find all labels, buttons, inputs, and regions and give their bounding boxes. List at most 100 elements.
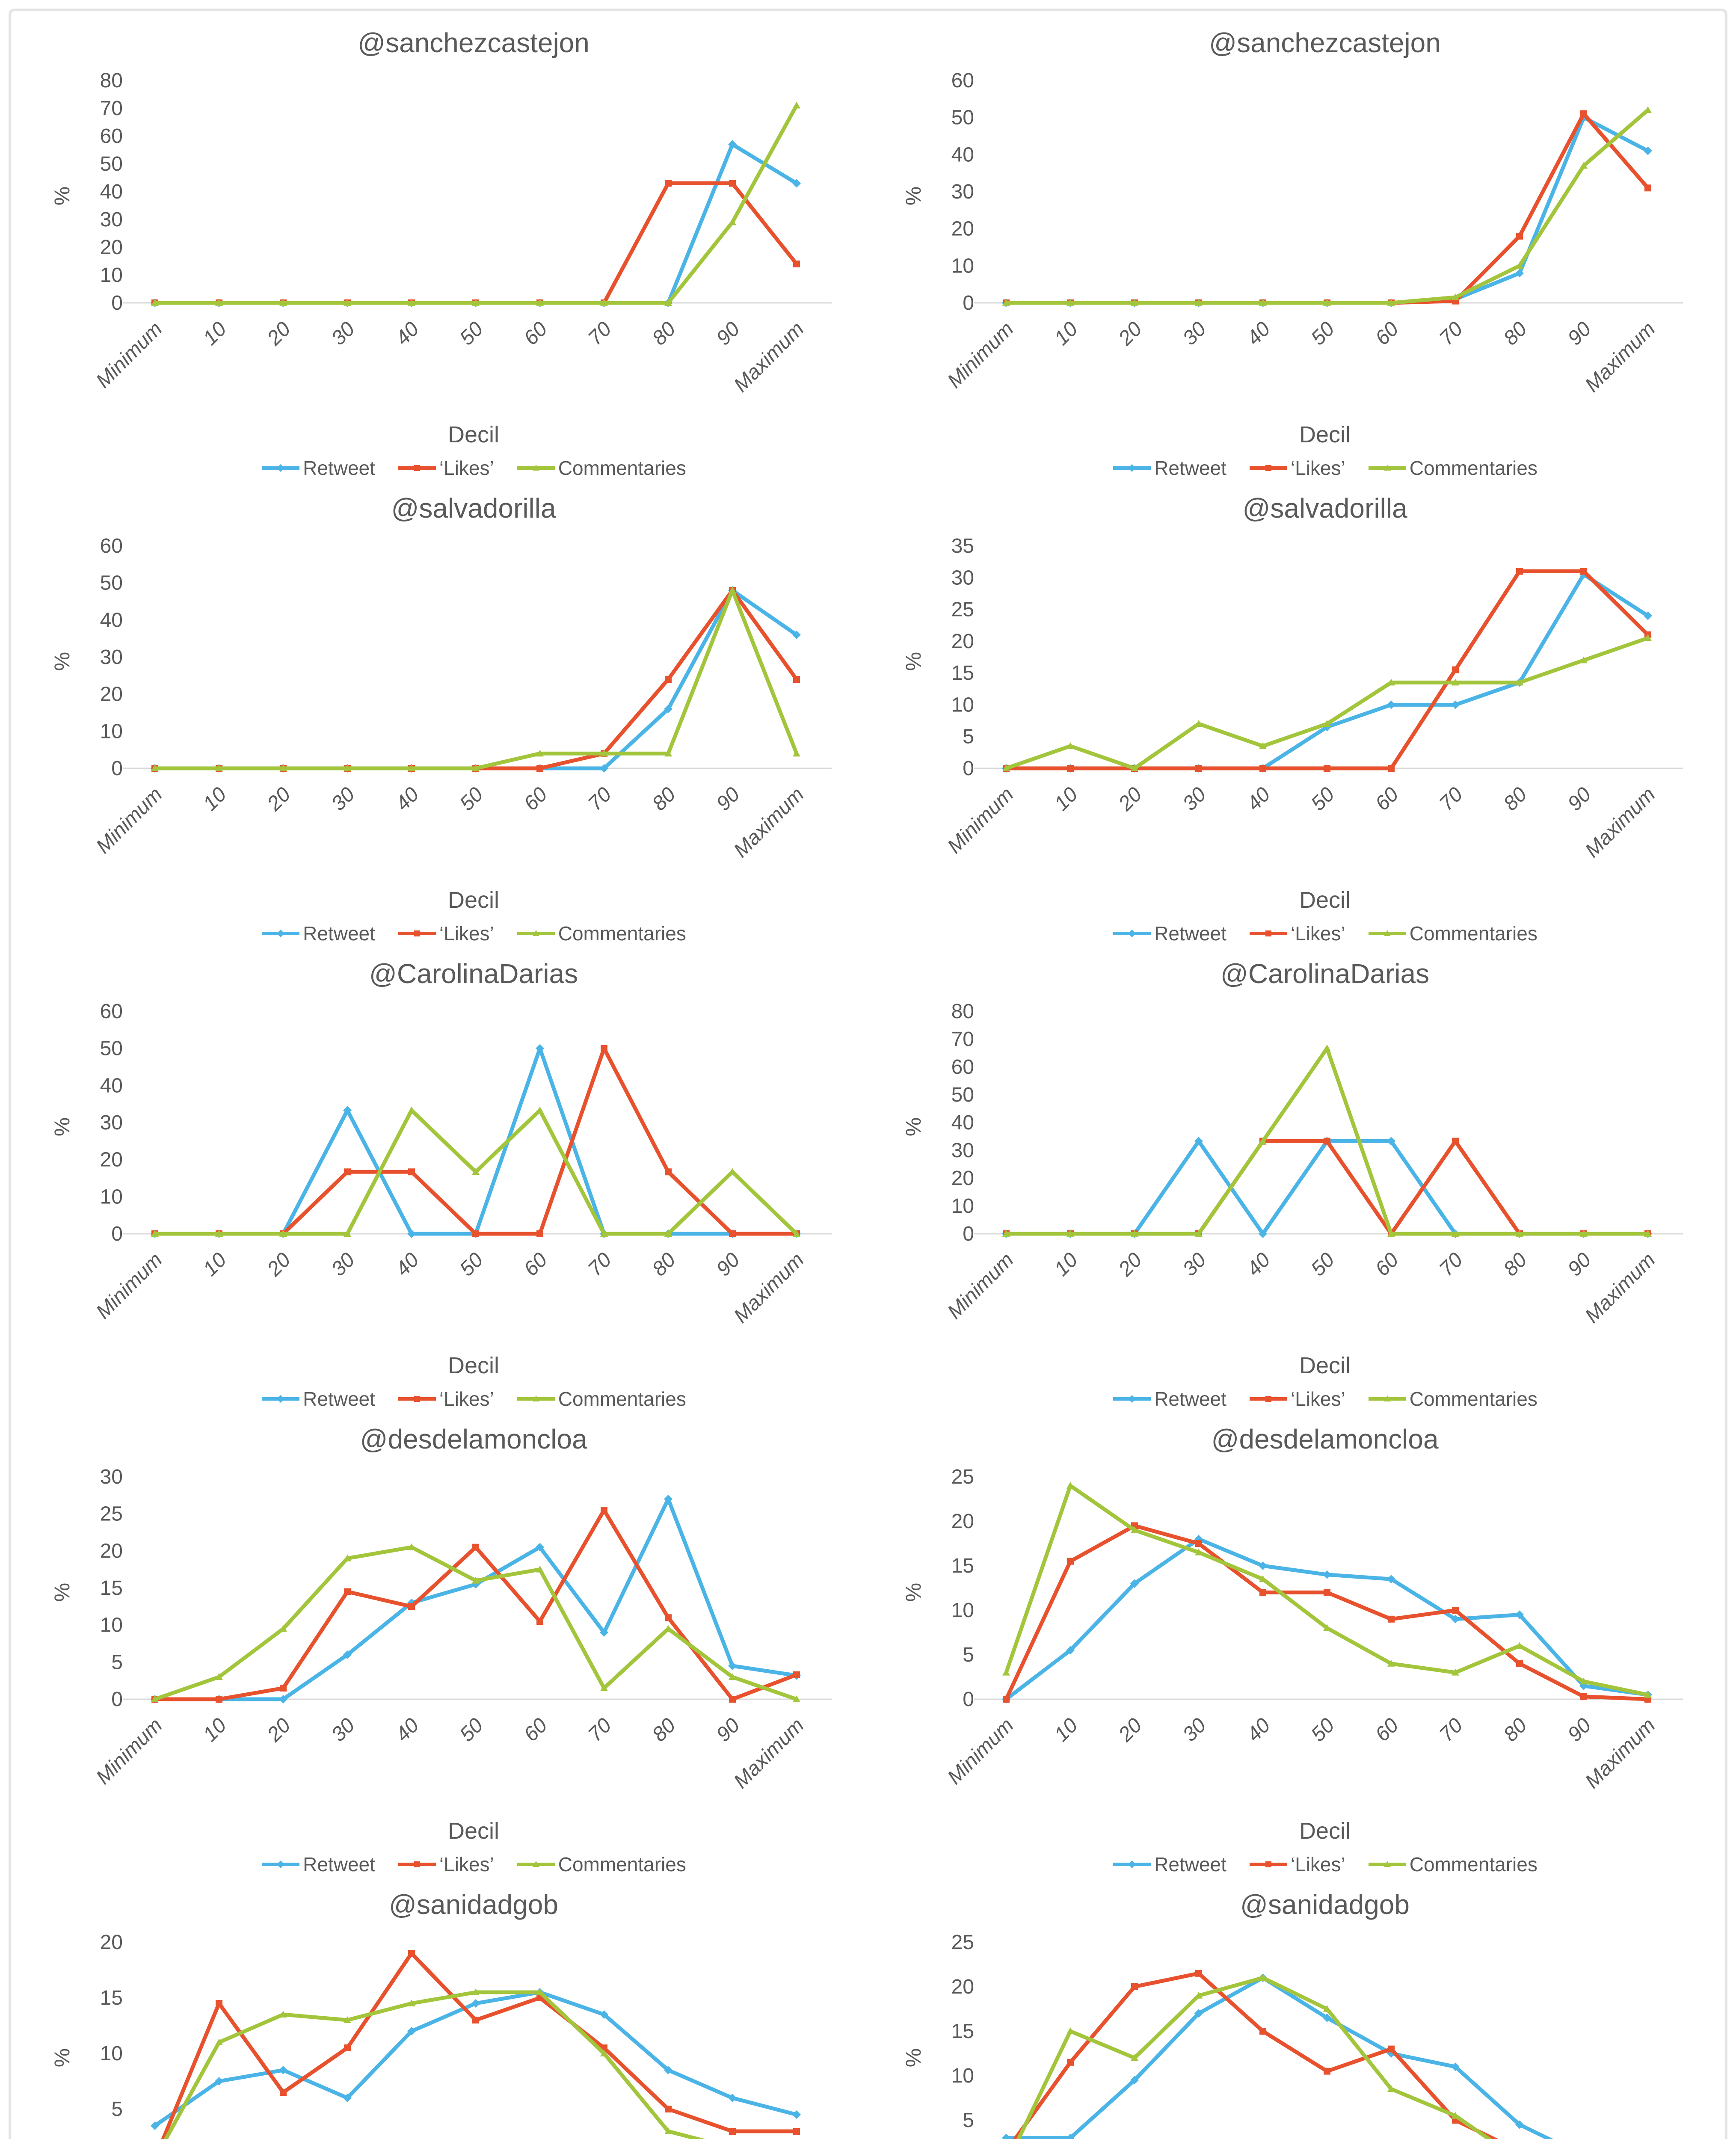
y-axis-tick-label: 5 bbox=[963, 2109, 974, 2132]
series-line-likes bbox=[153, 1046, 799, 1236]
y-axis-tick-label: 40 bbox=[100, 1074, 123, 1097]
data-point-marker bbox=[1452, 678, 1459, 686]
line-chart-plot: 0 10 20 30 40 50 60 70 80% Minimum 10 20 30 40 50 60 70 8… bbox=[901, 1000, 1683, 1327]
line-chart-plot: 0 5 10 15 20 25 30% Minimum 10 20 30 40 50 60 70 80 90Ma… bbox=[50, 1466, 832, 1793]
y-axis-tick-label: 10 bbox=[951, 255, 974, 277]
data-point-marker bbox=[665, 676, 672, 683]
data-point-marker bbox=[472, 1230, 479, 1237]
x-axis-tick-label: 40 bbox=[1243, 317, 1275, 350]
data-point-marker bbox=[1452, 1230, 1459, 1237]
x-axis-tick-label: 30 bbox=[1179, 1714, 1211, 1746]
data-point-marker bbox=[1451, 700, 1460, 709]
legend-marker-likes-icon bbox=[1249, 930, 1287, 936]
series-line-likes bbox=[153, 181, 799, 305]
legend-item-likes: ‘Likes’ bbox=[1249, 1387, 1345, 1410]
x-axis-title: Decil bbox=[447, 422, 500, 447]
legend-item-retweet: Retweet bbox=[1112, 922, 1226, 945]
data-point-marker bbox=[279, 764, 287, 771]
legend-marker-glyph bbox=[532, 1861, 539, 1867]
data-point-marker bbox=[1387, 1230, 1395, 1237]
y-axis-title: % bbox=[901, 187, 925, 205]
y-axis-tick-label: 15 bbox=[951, 662, 974, 684]
line-chart-plot: 0 10 20 30 40 50 60 70 80% Minimum 10 20 30 40 50 60 70 8… bbox=[50, 69, 832, 397]
data-point-marker bbox=[1066, 1481, 1074, 1489]
chart: @salvadorilla 0 10 20 30 40 50 60% Minimum 10 20 3… bbox=[35, 488, 848, 947]
legend-marker-commentaries-icon bbox=[1368, 465, 1406, 471]
data-point-marker bbox=[1259, 1229, 1267, 1238]
x-axis-tick-label: 70 bbox=[1435, 317, 1467, 350]
series-line-likes bbox=[1013, 1971, 1499, 2139]
data-point-marker bbox=[408, 1168, 415, 1176]
chart: @CarolinaDarias 0 10 20 30 40 50 60% Minimum 10 2… bbox=[35, 953, 848, 1413]
data-point-marker bbox=[1387, 299, 1395, 306]
data-point-marker bbox=[472, 1168, 480, 1175]
x-axis-tick-label: Minimum bbox=[92, 317, 167, 392]
legend-label: ‘Likes’ bbox=[1290, 1388, 1345, 1410]
data-point-marker bbox=[343, 1106, 352, 1115]
legend-marker-glyph bbox=[1265, 1861, 1271, 1867]
x-axis-tick-label: 70 bbox=[584, 317, 616, 350]
legend-marker-glyph bbox=[1383, 1861, 1391, 1867]
y-axis-title: % bbox=[50, 2048, 74, 2067]
legend-marker-likes-icon bbox=[398, 930, 436, 936]
data-point-marker bbox=[1324, 1589, 1330, 1596]
x-axis-tick-label: Maximum bbox=[729, 1248, 809, 1327]
x-axis-tick-label: 70 bbox=[584, 783, 616, 815]
legend-marker-glyph bbox=[532, 465, 539, 471]
y-axis-tick-label: 5 bbox=[963, 1644, 974, 1666]
series-line-likes bbox=[161, 1951, 799, 2139]
data-point-marker bbox=[1131, 299, 1138, 306]
x-axis-tick-label: 60 bbox=[520, 1714, 552, 1746]
data-point-marker bbox=[216, 1696, 222, 1703]
legend-item-likes: ‘Likes’ bbox=[1249, 922, 1345, 945]
data-point-marker bbox=[1131, 1230, 1138, 1237]
x-axis-tick-label: 90 bbox=[712, 317, 744, 350]
x-axis-tick-label: Minimum bbox=[92, 1714, 167, 1789]
y-axis-tick-label: 50 bbox=[951, 107, 974, 129]
x-axis-tick-label: 30 bbox=[327, 1714, 359, 1746]
legend-item-retweet: Retweet bbox=[261, 456, 375, 480]
data-point-marker bbox=[215, 2038, 223, 2045]
legend-item-likes: ‘Likes’ bbox=[1249, 456, 1345, 480]
x-axis-tick-label: Maximum bbox=[729, 783, 809, 862]
data-point-marker bbox=[408, 1603, 415, 1610]
chart: @salvadorilla 0 5 10 15 20 25 30 35% Minimum 10 20… bbox=[886, 488, 1699, 947]
chart-title: @CarolinaDarias bbox=[369, 958, 578, 989]
chart-title: @sanchezcastejon bbox=[1209, 27, 1441, 58]
y-axis-tick-label: 10 bbox=[100, 264, 123, 287]
x-axis-tick-label: 50 bbox=[456, 1248, 488, 1280]
data-point-marker bbox=[280, 2089, 287, 2096]
data-point-marker bbox=[1003, 1696, 1010, 1703]
data-point-marker bbox=[407, 1598, 416, 1607]
legend-item-retweet: Retweet bbox=[1112, 1387, 1226, 1410]
data-point-marker bbox=[151, 299, 159, 306]
data-point-marker bbox=[1388, 1615, 1395, 1623]
data-point-marker bbox=[536, 1230, 543, 1237]
data-point-marker bbox=[1580, 1230, 1588, 1237]
x-axis-tick-label: Minimum bbox=[92, 1248, 167, 1323]
data-point-marker bbox=[279, 1230, 287, 1237]
y-axis-tick-label: 20 bbox=[100, 236, 123, 259]
legend-label: Commentaries bbox=[558, 457, 686, 479]
data-point-marker bbox=[1515, 269, 1524, 278]
data-point-marker bbox=[344, 2016, 351, 2023]
data-point-marker bbox=[1452, 666, 1459, 673]
data-point-marker bbox=[1580, 1677, 1588, 1685]
data-point-marker bbox=[1002, 764, 1010, 771]
data-point-marker bbox=[536, 1106, 544, 1114]
data-point-marker bbox=[1195, 1548, 1203, 1555]
series-line-likes bbox=[1004, 1523, 1650, 1701]
data-point-marker bbox=[792, 179, 801, 188]
x-axis-tick-label: 70 bbox=[584, 1248, 616, 1280]
legend-item-likes: ‘Likes’ bbox=[397, 1387, 494, 1410]
legend-item-likes: ‘Likes’ bbox=[397, 1853, 494, 1876]
y-axis-tick-label: 60 bbox=[100, 535, 123, 557]
y-axis-tick-label: 5 bbox=[111, 2098, 123, 2121]
legend-label: Retweet bbox=[1154, 922, 1226, 945]
data-point-marker bbox=[1195, 765, 1202, 772]
x-axis-tick-label: 70 bbox=[1435, 783, 1467, 815]
line-chart-plot: 0 10 20 30 40 50 60% Minimum 10 20 30 40 50 60 70 80 90M… bbox=[50, 535, 832, 862]
x-axis-tick-label: 60 bbox=[1371, 1248, 1403, 1280]
data-point-marker bbox=[1644, 184, 1651, 192]
y-axis-tick-label: 30 bbox=[951, 181, 974, 203]
